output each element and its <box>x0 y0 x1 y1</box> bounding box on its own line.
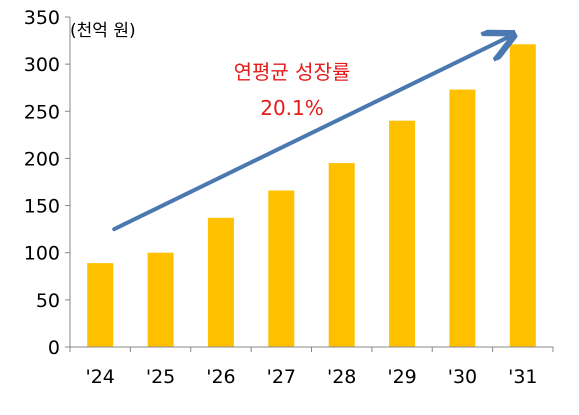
bars-group <box>87 44 536 348</box>
axes-group <box>65 16 554 352</box>
bar-2 <box>207 217 234 347</box>
growth-rate-value: 20.1% <box>260 96 324 120</box>
x-tick-label-7: '31 <box>508 366 537 388</box>
y-tick-label-4: 200 <box>24 148 60 170</box>
x-tick-label-4: '28 <box>327 366 356 388</box>
growth-rate-label: 연평균 성장률 <box>234 60 351 84</box>
y-tick-label-2: 100 <box>24 243 60 265</box>
unit-label: (천억 원) <box>70 21 136 41</box>
bar-5 <box>389 120 416 347</box>
y-tick-label-6: 300 <box>24 54 60 76</box>
y-tick-label-3: 150 <box>24 196 60 218</box>
bar-1 <box>147 252 174 347</box>
y-tick-label-5: 250 <box>24 101 60 123</box>
trend-arrow <box>112 36 511 232</box>
x-tick-labels: '24 '25 '26 '27 '28 '29 '30 '31 <box>85 366 537 388</box>
x-tick-label-0: '24 <box>85 366 114 388</box>
x-tick-label-1: '25 <box>146 366 175 388</box>
y-tick-labels: 0 50 100 150 200 250 300 350 <box>24 7 60 359</box>
bar-6 <box>449 89 476 347</box>
bar-4 <box>328 163 355 347</box>
bar-7 <box>509 44 536 348</box>
x-tick-label-5: '29 <box>387 366 416 388</box>
y-tick-label-0: 0 <box>48 337 60 359</box>
x-tick-label-6: '30 <box>448 366 477 388</box>
y-tick-label-1: 50 <box>36 290 60 312</box>
x-tick-label-3: '27 <box>267 366 296 388</box>
y-tick-label-7: 350 <box>24 7 60 29</box>
bar-3 <box>268 190 295 347</box>
bar-0 <box>87 263 114 347</box>
x-tick-label-2: '26 <box>206 366 235 388</box>
